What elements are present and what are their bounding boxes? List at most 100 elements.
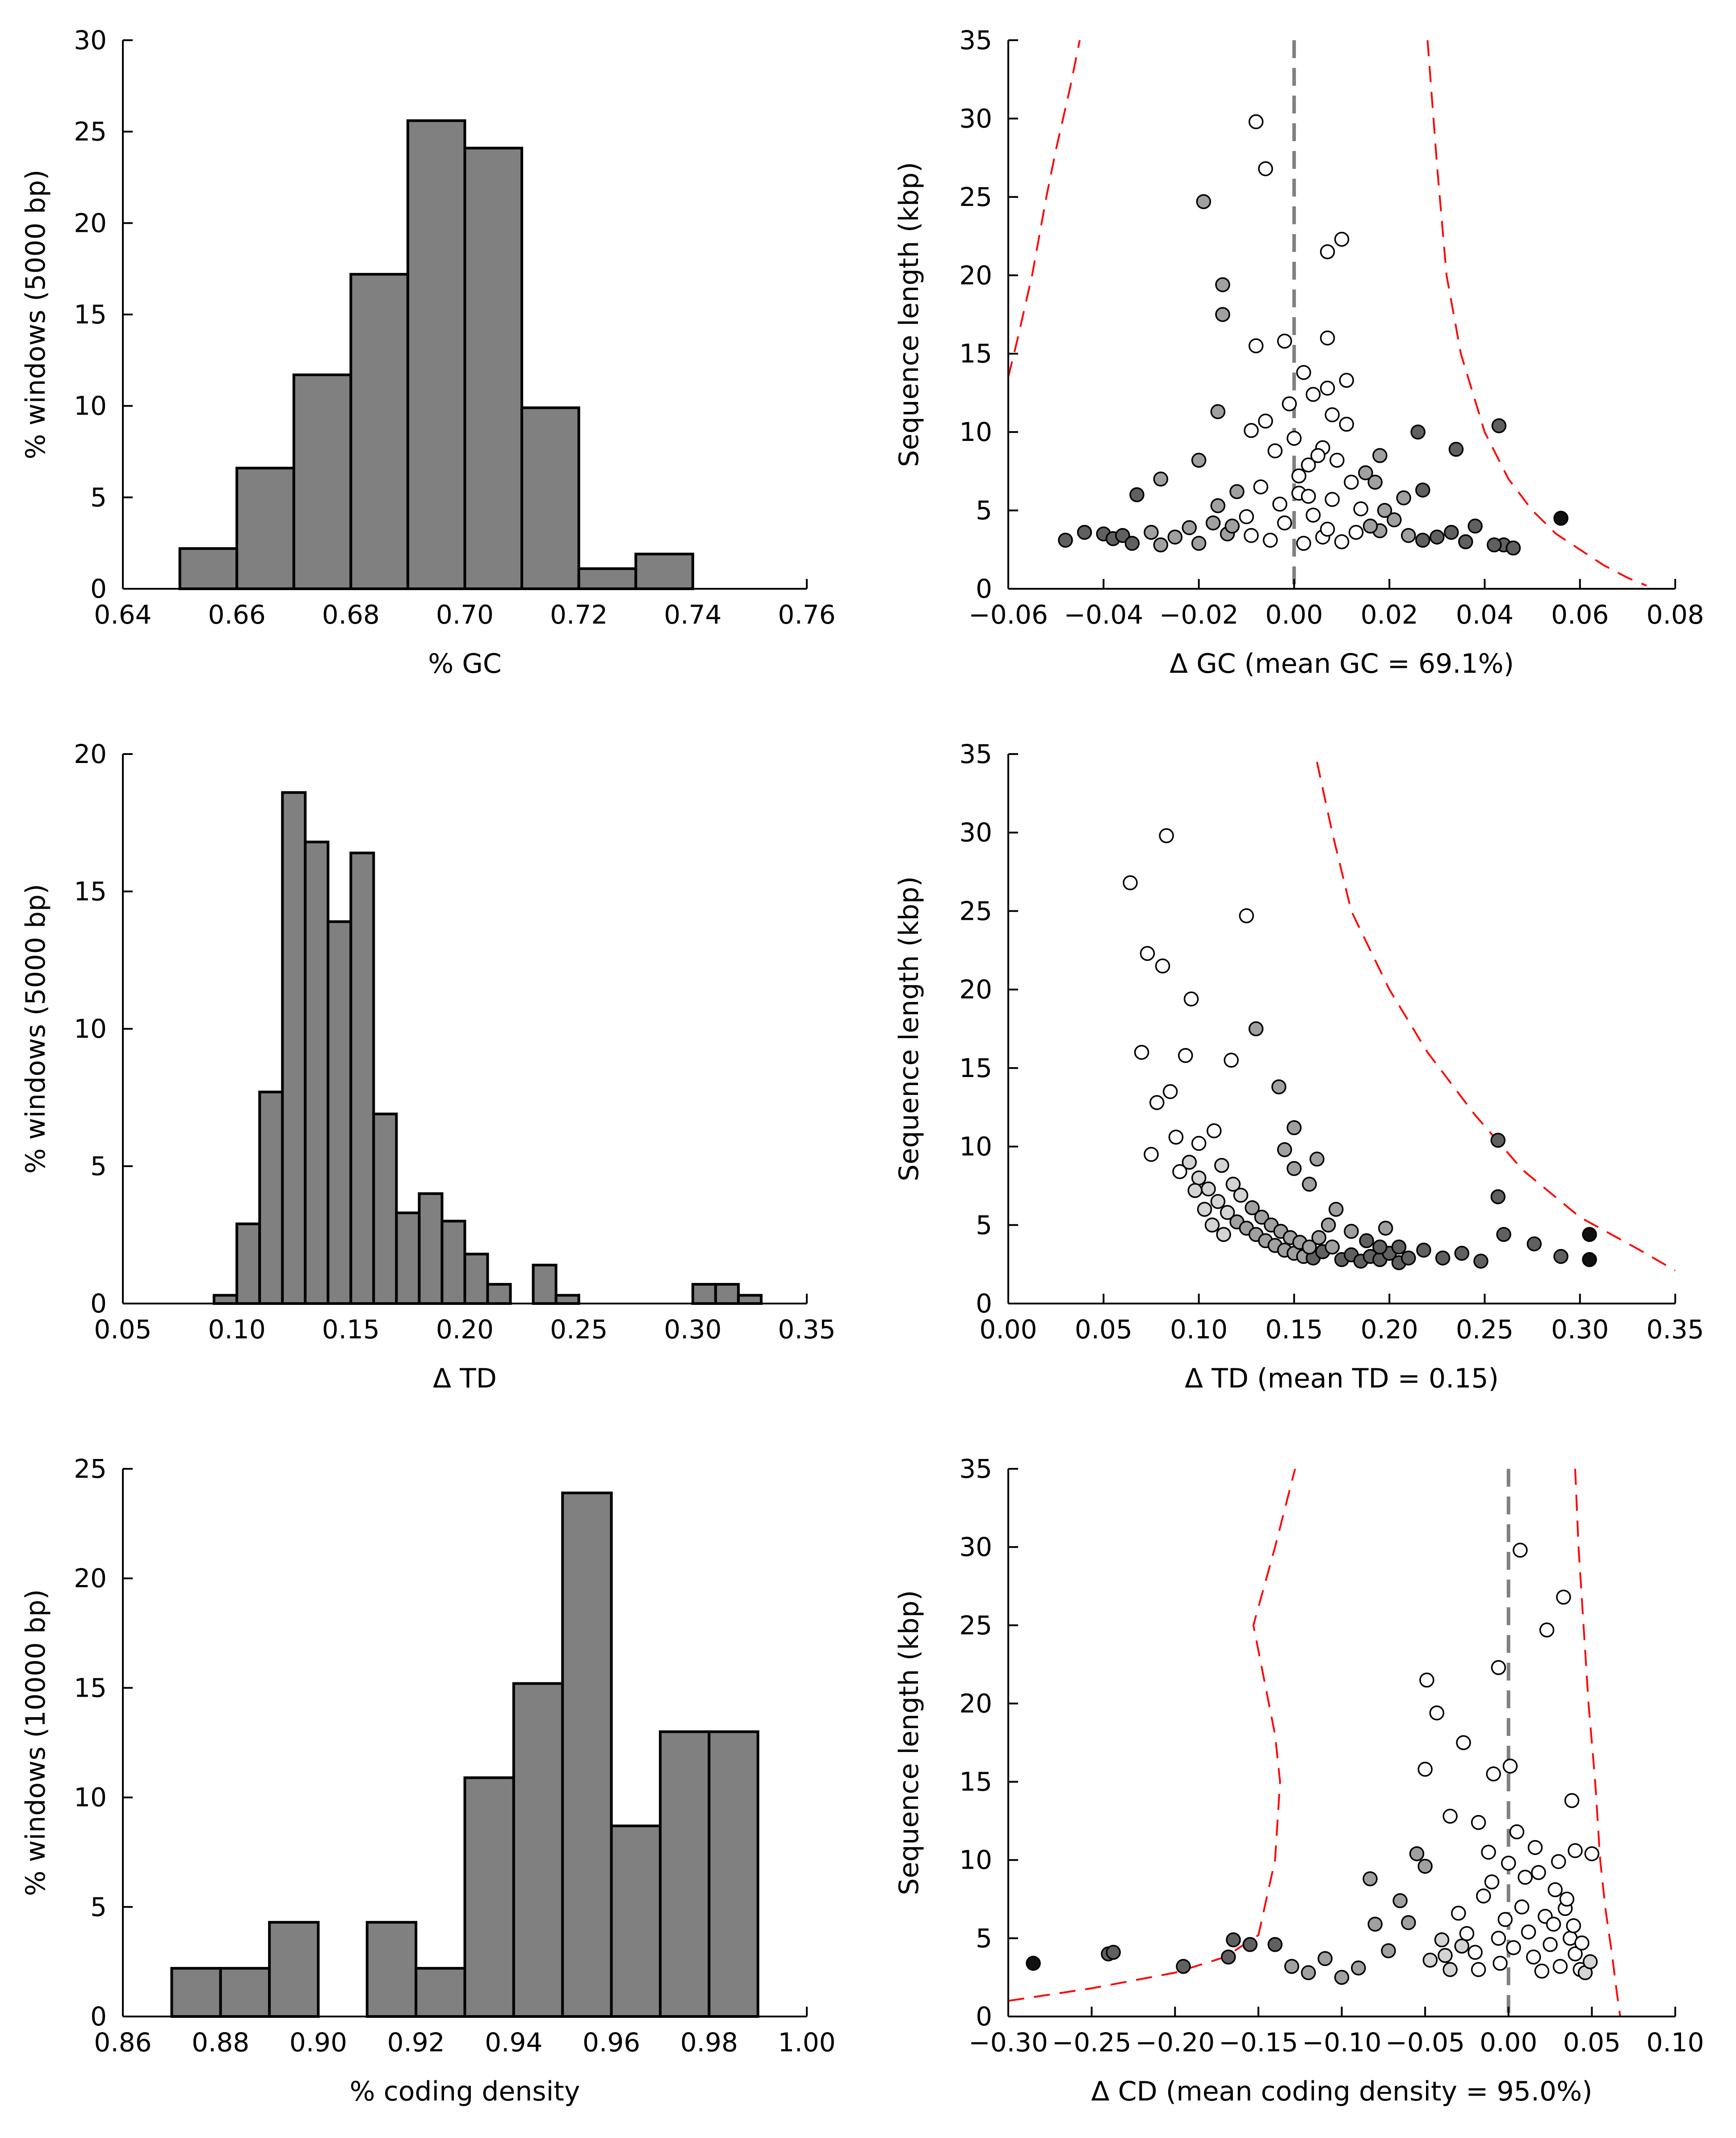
td-scatter-point (1454, 1245, 1469, 1261)
gc-scatter-point (1058, 532, 1073, 548)
td-histogram-x-tick-label: 0.20 (436, 1314, 494, 1345)
gc-scatter-point (1077, 524, 1092, 540)
gc-histogram-x-tick-label: 0.68 (322, 599, 380, 630)
gc-scatter-point (1491, 418, 1507, 433)
gc-scatter-panel: −0.06 −0.04 −0.02 0.00 0.02 0.04 0.06 0.08 0 5 10 1… (893, 25, 1704, 679)
cd-scatter-point (1454, 1938, 1469, 1954)
gc-histogram-bar (349, 272, 409, 590)
gc-scatter-point (1339, 416, 1354, 432)
gc-scatter-point (1153, 537, 1169, 553)
cd-scatter-y-tick-label: 5 (976, 1923, 992, 1954)
gc-histogram-x-tick-label: 0.64 (94, 599, 151, 630)
gc-histogram-bar (463, 147, 524, 590)
gc-scatter-point (1487, 537, 1502, 553)
td-histogram-x-tick-label: 0.15 (322, 1314, 380, 1345)
gc-scatter-point (1287, 431, 1302, 446)
td-scatter-y-axis-label: Sequence length (kbp) (893, 876, 925, 1181)
cd-scatter-panel: −0.30 −0.25 −0.20 −0.15 −0.10 −0.05 0.00 0.05 0.… (893, 1454, 1704, 2107)
cd-scatter-point (1401, 1915, 1416, 1930)
gc-scatter-point (1396, 490, 1411, 506)
cd-scatter-point (1317, 1951, 1333, 1966)
cd-scatter-point (1442, 1962, 1458, 1977)
td-histogram-x-tick-label: 0.10 (208, 1314, 266, 1345)
cd-histogram-y-tick-label: 10 (74, 1782, 107, 1813)
td-scatter-plot-area (1123, 762, 1675, 1271)
cd-scatter-point (1451, 1906, 1466, 1921)
td-scatter-point (1210, 1194, 1225, 1209)
td-histogram-bar (532, 1263, 558, 1305)
cd-scatter-point (1527, 1840, 1543, 1855)
cd-scatter-point (1497, 1912, 1513, 1927)
cd-scatter-x-tick-label: 0.05 (1563, 2027, 1621, 2058)
gc-scatter-x-tick-label: −0.06 (969, 599, 1048, 630)
cd-scatter-point (1442, 1808, 1458, 1824)
cd-scatter-point (1381, 1943, 1396, 1958)
cd-scatter-point (1491, 1931, 1506, 1946)
cd-histogram-x-tick-label: 0.86 (94, 2027, 151, 2058)
cd-histogram-y-tick-label: 5 (90, 1892, 107, 1922)
cd-histogram-y-tick-label: 15 (74, 1673, 107, 1703)
td-scatter-point (1155, 958, 1170, 974)
cd-scatter-point (1552, 1959, 1568, 1974)
cd-histogram-bar (658, 1730, 711, 2018)
td-scatter-point (1201, 1181, 1216, 1197)
td-histogram-x-tick-label: 0.30 (664, 1314, 721, 1345)
gc-scatter-point (1468, 518, 1483, 534)
cd-histogram-bar (512, 1682, 564, 2018)
cd-histogram-bar (561, 1491, 613, 2018)
td-scatter-point (1416, 1242, 1431, 1258)
gc-scatter-x-tick-label: 0.02 (1361, 599, 1418, 630)
gc-histogram-y-tick-label: 15 (74, 299, 107, 330)
gc-histogram-y-tick-label: 30 (74, 25, 107, 55)
cd-scatter-y-tick-label: 35 (959, 1454, 992, 1484)
gc-scatter-point (1415, 482, 1430, 498)
cd-scatter-x-tick-label: −0.15 (1219, 2027, 1298, 2058)
cd-scatter-point (1509, 1824, 1525, 1840)
gc-histogram-x-tick-label: 0.72 (550, 599, 608, 630)
td-scatter-point (1248, 1021, 1264, 1036)
gc-scatter-x-tick-label: 0.00 (1265, 599, 1323, 630)
cd-histogram-bar (610, 1824, 662, 2018)
td-scatter-point (1172, 1164, 1187, 1179)
gc-scatter-point (1129, 487, 1145, 503)
gc-scatter-x-tick-label: −0.04 (1064, 599, 1143, 630)
td-scatter-point (1344, 1224, 1359, 1239)
cd-scatter-point (1471, 1962, 1486, 1977)
cd-histogram-bar (463, 1776, 515, 2018)
td-scatter-point (1311, 1230, 1327, 1245)
gc-scatter-point (1224, 518, 1240, 534)
gc-scatter-point (1505, 541, 1521, 556)
cd-scatter-point (1514, 1899, 1530, 1915)
td-scatter-panel: 0.00 0.05 0.10 0.15 0.20 0.25 0.30 0.35 0 5 10 15 20… (893, 739, 1704, 1394)
cd-scatter-point (1220, 1949, 1236, 1965)
td-scatter-point (1191, 1136, 1207, 1151)
cd-scatter-point (1284, 1959, 1300, 1974)
cd-histogram-x-tick-label: 0.94 (485, 2027, 542, 2058)
td-histogram-bar (258, 1090, 284, 1305)
cd-scatter-point (1493, 1956, 1508, 1971)
td-scatter-point (1123, 875, 1138, 890)
td-histogram-bar (372, 1112, 398, 1305)
cd-scatter-point (1534, 1963, 1550, 1979)
gc-scatter-point (1258, 413, 1273, 429)
td-histogram-y-tick-label: 15 (74, 876, 107, 907)
cd-histogram-x-tick-label: 0.98 (680, 2027, 738, 2058)
td-scatter-x-tick-label: 0.15 (1265, 1314, 1323, 1345)
td-scatter-y-tick-label: 10 (959, 1132, 992, 1162)
cd-scatter-plot-area (1008, 1469, 1621, 2016)
td-histogram-y-tick-label: 20 (74, 739, 107, 769)
cd-scatter-point (1429, 1705, 1445, 1721)
gc-histogram-y-tick-label: 0 (90, 574, 107, 604)
gc-histogram-x-tick-label: 0.74 (664, 599, 721, 630)
td-scatter-point (1187, 1183, 1203, 1198)
gc-histogram-x-axis-label: % GC (428, 648, 501, 679)
gc-scatter-boundary-left (1008, 40, 1081, 377)
gc-scatter-point (1210, 498, 1225, 513)
td-scatter-point (1526, 1236, 1542, 1252)
gc-scatter-point (1325, 492, 1340, 507)
td-scatter-y-tick-label: 5 (976, 1210, 992, 1240)
td-scatter-point (1168, 1129, 1184, 1145)
cd-scatter-point (1543, 1937, 1558, 1952)
cd-scatter-point (1559, 1891, 1575, 1907)
